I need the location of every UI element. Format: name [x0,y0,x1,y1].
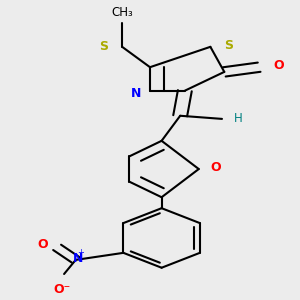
Text: O: O [273,59,284,72]
Text: N: N [131,87,141,100]
Text: S: S [99,40,108,53]
Text: O: O [210,161,221,174]
Text: O: O [37,238,48,251]
Text: N: N [73,252,83,265]
Text: +: + [77,248,84,256]
Text: O⁻: O⁻ [53,283,70,296]
Text: CH₃: CH₃ [111,6,133,19]
Text: S: S [224,39,233,52]
Text: H: H [234,112,242,125]
